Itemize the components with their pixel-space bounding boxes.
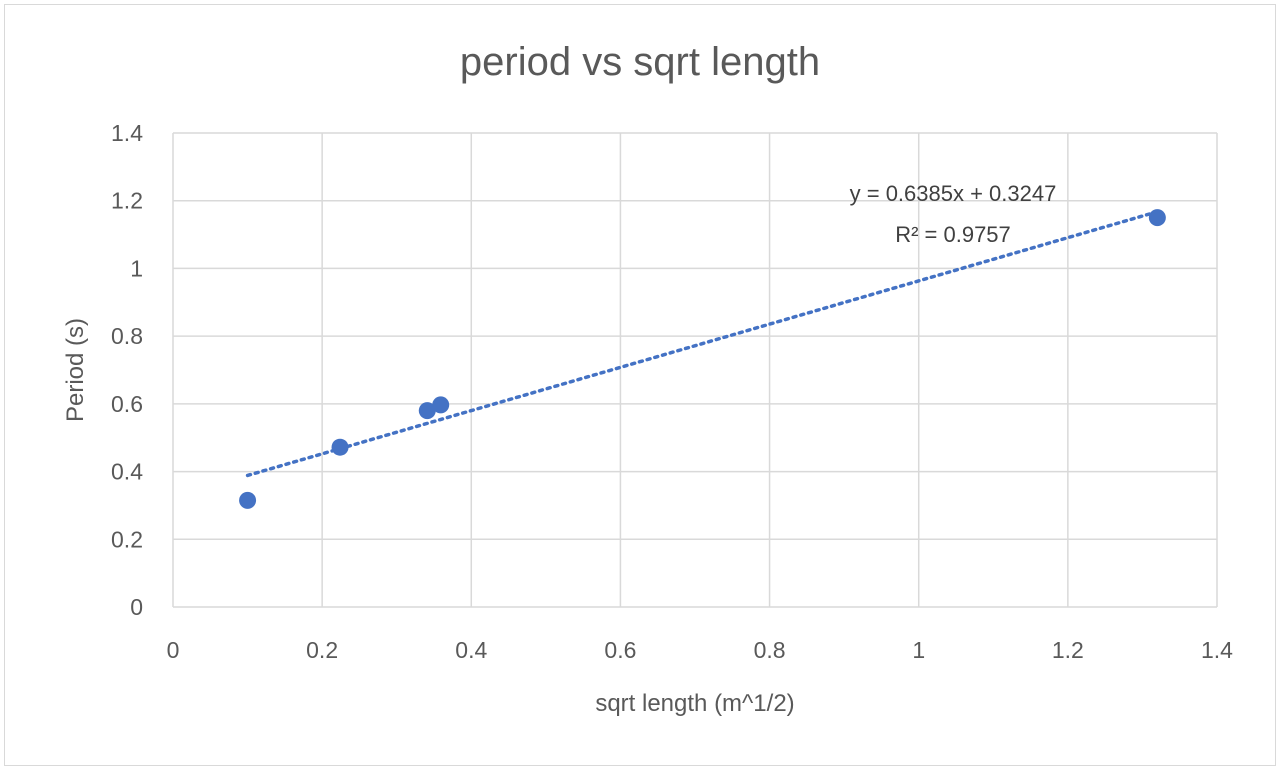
data-point bbox=[1148, 209, 1166, 227]
x-tick-label: 1.4 bbox=[1201, 637, 1233, 663]
data-point bbox=[418, 402, 436, 420]
y-tick-labels: 0 0.2 0.4 0.6 0.8 1 1.2 1.4 bbox=[111, 120, 143, 620]
trendline bbox=[245, 209, 1160, 478]
x-tick-label: 1.2 bbox=[1052, 637, 1084, 663]
data-point bbox=[239, 491, 257, 509]
gridlines bbox=[172, 132, 1218, 608]
y-tick-label: 1 bbox=[130, 255, 143, 281]
x-tick-labels: 0 0.2 0.4 0.6 0.8 1 1.2 1.4 bbox=[167, 637, 1234, 663]
trendline-line bbox=[245, 209, 1160, 478]
y-tick-label: 0 bbox=[130, 594, 143, 620]
x-tick-label: 0 bbox=[167, 637, 180, 663]
trendline-equation: y = 0.6385x + 0.3247 bbox=[850, 181, 1057, 206]
chart-frame bbox=[4, 4, 1276, 766]
x-axis-label: sqrt length (m^1/2) bbox=[595, 690, 794, 717]
x-tick-label: 1 bbox=[912, 637, 925, 663]
trendline-r-squared: R² = 0.9757 bbox=[895, 222, 1011, 247]
y-axis-label: Period (s) bbox=[62, 318, 89, 422]
data-point bbox=[331, 438, 349, 456]
x-tick-label: 0.8 bbox=[754, 637, 786, 663]
data-points bbox=[239, 209, 1166, 509]
y-tick-label: 0.2 bbox=[111, 526, 143, 552]
y-tick-label: 1.2 bbox=[111, 188, 143, 214]
y-tick-label: 0.6 bbox=[111, 391, 143, 417]
y-tick-label: 0.8 bbox=[111, 323, 143, 349]
chart-title: period vs sqrt length bbox=[460, 40, 820, 84]
x-tick-label: 0.6 bbox=[604, 637, 636, 663]
x-tick-label: 0.4 bbox=[455, 637, 487, 663]
data-point bbox=[432, 396, 450, 414]
x-tick-label: 0.2 bbox=[306, 637, 338, 663]
y-tick-label: 0.4 bbox=[111, 459, 143, 485]
y-tick-label: 1.4 bbox=[111, 120, 143, 146]
